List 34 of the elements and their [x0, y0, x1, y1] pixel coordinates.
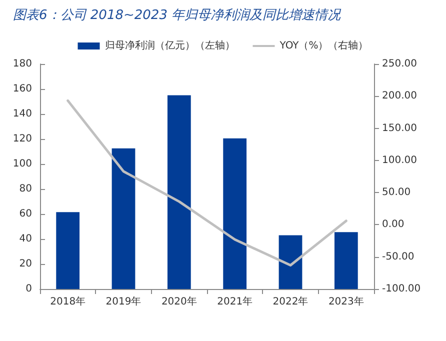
- y2-tick-label: -50.00: [382, 251, 414, 262]
- y2-tick-label: 200.00: [382, 90, 417, 102]
- x-tick-label: 2020年: [161, 296, 197, 308]
- bar: [167, 95, 191, 289]
- y-tick-label: 20: [19, 258, 32, 270]
- legend-label: YOY（%）（右轴）: [278, 40, 368, 52]
- y2-tick-label: 150.00: [382, 122, 417, 134]
- y-tick-label: 0: [26, 284, 32, 294]
- line-series: [66, 99, 348, 266]
- y-tick-label: 60: [19, 208, 32, 220]
- chart-title: 图表6：公司 2018~2023 年归母净利润及同比增速情况: [13, 8, 342, 23]
- x-tick-label: 2023年: [328, 296, 364, 308]
- x-tick-label: 2018年: [50, 296, 86, 308]
- y2-tick-label: 250.00: [382, 58, 417, 70]
- bar: [56, 212, 80, 289]
- y-tick-label: 180: [12, 58, 32, 70]
- bar: [223, 138, 247, 289]
- x-tick-label: 2022年: [272, 296, 308, 308]
- y-tick-label: 100: [12, 158, 32, 170]
- legend-label: 归母净利润（亿元）（左轴）: [104, 40, 235, 52]
- y2-tick-label: 100.00: [382, 154, 417, 166]
- y2-tick-label: 0.00: [382, 219, 404, 230]
- y2-tick-label: -100.00: [382, 284, 421, 294]
- y2-tick-label: 50.00: [382, 187, 411, 198]
- y-tick-label: 120: [12, 134, 32, 144]
- y-tick-label: 80: [19, 184, 32, 194]
- bar: [278, 235, 302, 289]
- y-tick-label: 40: [19, 234, 32, 244]
- y-tick-label: 160: [12, 84, 32, 94]
- bar: [112, 148, 136, 289]
- x-tick-label: 2021年: [217, 296, 253, 308]
- x-tick-label: 2019年: [106, 296, 142, 308]
- y-tick-label: 140: [12, 108, 32, 120]
- bar: [334, 232, 358, 289]
